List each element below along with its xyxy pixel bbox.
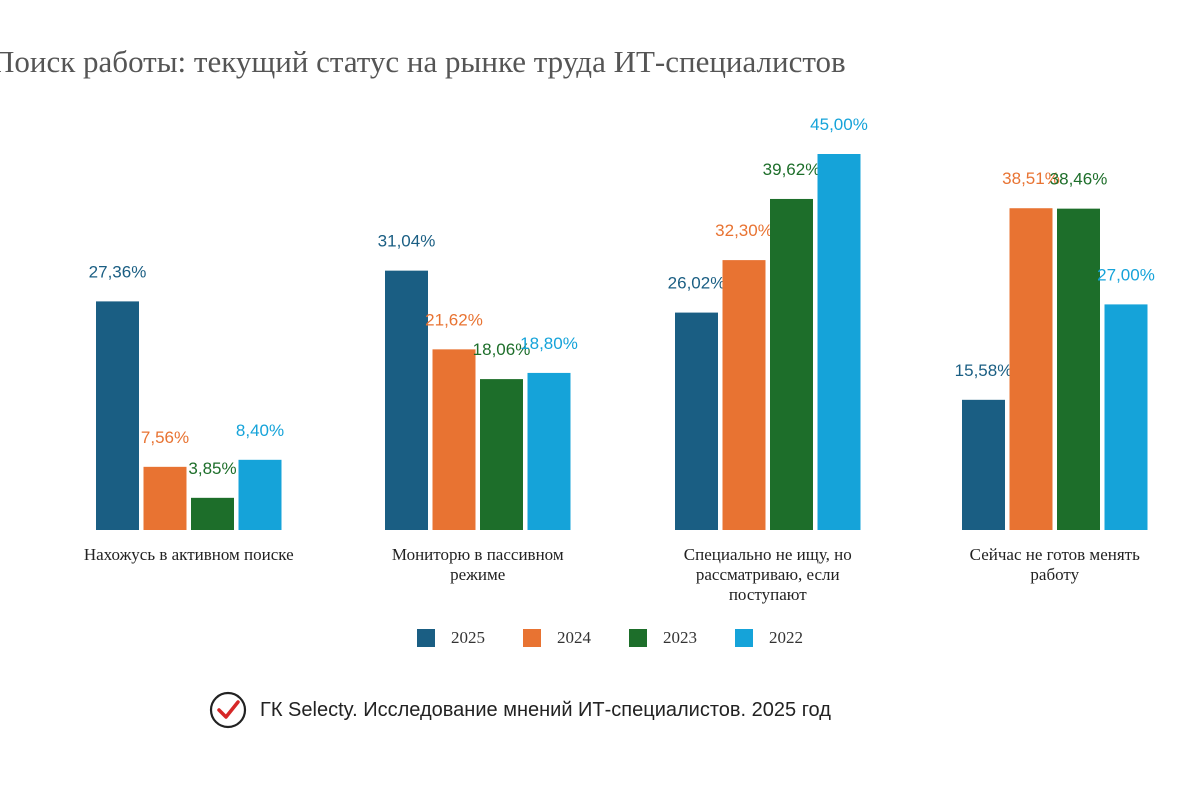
source-note: ГК Selecty. Исследование мнений ИТ-специ… (208, 690, 831, 730)
data-label-3-2023: 39,62% (763, 160, 821, 179)
bar-1-2022 (238, 459, 282, 530)
data-label-2-2022: 18,80% (520, 334, 578, 353)
category-label-2-line-2: режиме (450, 565, 505, 584)
bar-4-2023 (1057, 208, 1100, 531)
legend-item-2024: 2024 (523, 628, 591, 648)
category-label-3-line-3: поступают (729, 585, 807, 604)
legend-swatch-2024 (523, 629, 541, 647)
data-label-3-2024: 32,30% (715, 221, 773, 240)
data-label-4-2022: 27,00% (1097, 265, 1155, 284)
bar-2-2023 (480, 379, 523, 530)
legend-swatch-2025 (417, 629, 435, 647)
data-label-1-2025: 27,36% (89, 262, 147, 281)
category-label-1-line-1: Нахожусь в активном поиске (84, 545, 294, 564)
bar-4-2025 (962, 399, 1005, 530)
data-label-1-2022: 8,40% (236, 421, 284, 440)
data-label-4-2024: 38,51% (1002, 169, 1060, 188)
data-label-4-2025: 15,58% (955, 361, 1013, 380)
bar-3-2022 (817, 154, 861, 530)
source-text: ГК Selecty. Исследование мнений ИТ-специ… (260, 698, 831, 721)
data-label-2-2025: 31,04% (378, 232, 436, 251)
category-label-2-line-1: Мониторю в пассивном (392, 545, 564, 564)
legend-label-2024: 2024 (557, 628, 591, 647)
bar-1-2023 (191, 497, 234, 530)
bar-2-2024 (432, 349, 476, 530)
data-label-2-2023: 18,06% (473, 340, 531, 359)
bar-2-2022 (527, 372, 571, 530)
bar-3-2025 (675, 312, 718, 530)
legend-label-2025: 2025 (451, 628, 485, 647)
category-label-4-line-1: Сейчас не готов менять (970, 545, 1140, 564)
legend-item-2025: 2025 (417, 628, 485, 648)
data-label-3-2025: 26,02% (668, 274, 726, 293)
data-label-4-2023: 38,46% (1050, 170, 1108, 189)
bar-4-2022 (1104, 304, 1148, 530)
chart-legend: 2025 2024 2023 2022 (417, 628, 841, 648)
data-label-1-2024: 7,56% (141, 428, 189, 447)
bar-1-2025 (96, 301, 139, 530)
legend-item-2023: 2023 (629, 628, 697, 648)
bar-3-2024 (722, 260, 766, 530)
data-label-3-2022: 45,00% (810, 115, 868, 134)
legend-label-2023: 2023 (663, 628, 697, 647)
check-circle-icon (209, 691, 247, 729)
data-label-2-2024: 21,62% (425, 310, 483, 329)
legend-swatch-2023 (629, 629, 647, 647)
legend-swatch-2022 (735, 629, 753, 647)
data-label-1-2023: 3,85% (188, 459, 236, 478)
chart-title: Поиск работы: текущий статус на рынке тр… (0, 44, 846, 79)
bar-3-2023 (770, 198, 813, 531)
category-label-4-line-2: работу (1030, 565, 1079, 584)
bar-2-2025 (385, 270, 428, 530)
bar-4-2024 (1009, 208, 1053, 531)
category-label-3-line-1: Специально не ищу, но (684, 545, 852, 564)
bar-1-2024 (143, 466, 187, 530)
category-label-3-line-2: рассматриваю, если (696, 565, 840, 584)
legend-label-2022: 2022 (769, 628, 803, 647)
bar-chart: 27,36% 7,56% 3,85%8,40% Нахожусь в активном… (84, 115, 1155, 604)
legend-item-2022: 2022 (735, 628, 803, 648)
